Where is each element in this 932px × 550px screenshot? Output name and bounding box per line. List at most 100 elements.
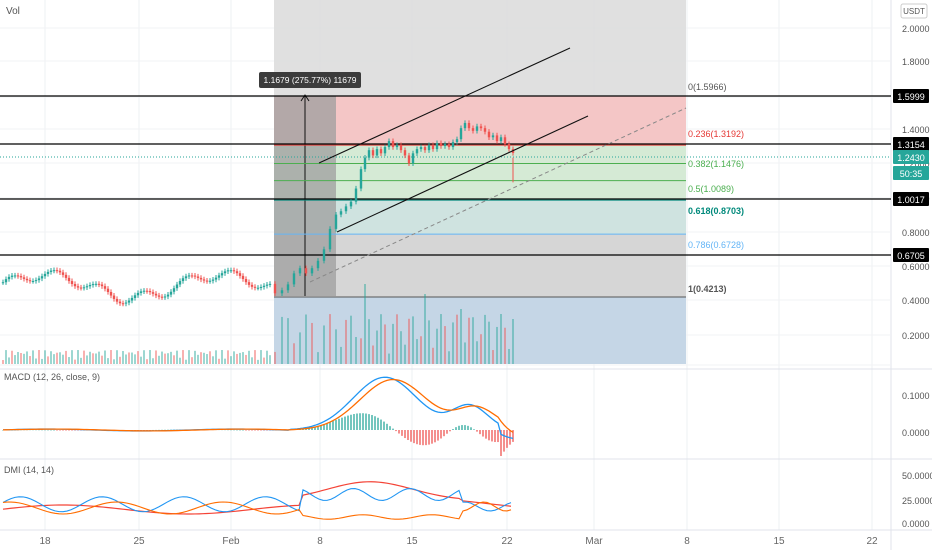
macd-hist-23 [71, 430, 73, 431]
candle-body-106 [363, 157, 367, 170]
candle-body-23 [70, 281, 74, 284]
candle-body-130 [459, 128, 463, 140]
price-badge-bg-1 [893, 137, 929, 151]
candle-body-83 [250, 284, 254, 287]
candle-body-95 [304, 268, 308, 274]
candle-body-78 [235, 271, 239, 274]
candle-body-15 [46, 271, 50, 274]
candle-body-34 [103, 286, 107, 289]
candle-body-46 [139, 291, 143, 293]
candle-body-49 [148, 291, 152, 293]
candle-body-129 [455, 139, 459, 143]
volume-bar-130 [460, 309, 462, 364]
price-tick-6: 0.6000 [902, 262, 930, 272]
measure-tooltip-bg [259, 72, 361, 88]
volume-bar-46 [140, 356, 142, 364]
volume-bar-131 [464, 342, 466, 364]
candle-body-128 [451, 142, 455, 148]
volume-bar-76 [230, 356, 232, 364]
macd-hist-133 [401, 430, 403, 436]
candle-body-0 [1, 282, 5, 284]
candle-body-53 [160, 296, 164, 298]
volume-bar-72 [218, 358, 220, 364]
volume-bar-126 [444, 326, 446, 364]
dmi-adx-line [2, 481, 512, 515]
volume-bar-87 [263, 357, 265, 364]
candle-body-22 [67, 277, 71, 282]
candle-body-29 [88, 285, 92, 287]
candle-body-90 [273, 283, 277, 294]
candle-body-89 [268, 283, 272, 285]
volume-bar-114 [396, 314, 398, 364]
macd-hist-84 [254, 430, 256, 431]
candle-body-38 [115, 298, 119, 302]
volume-bar-99 [329, 314, 331, 364]
volume-bar-107 [368, 319, 370, 364]
fib-label-1: 0.236(1.3192) [688, 129, 744, 139]
candle-body-35 [106, 288, 110, 292]
candle-body-68 [205, 280, 209, 282]
volume-bar-108 [372, 345, 374, 364]
dmi-tick-1: 25.0000 [902, 496, 932, 506]
macd-hist-19 [59, 430, 61, 431]
macd-hist-161 [485, 430, 487, 439]
volume-bar-142 [508, 348, 510, 364]
volume-bar-125 [440, 314, 442, 364]
volume-bar-57 [173, 355, 175, 364]
candle-body-135 [479, 126, 483, 129]
candle-body-84 [253, 286, 257, 288]
volume-bar-143 [512, 319, 514, 364]
volume-bar-79 [239, 352, 241, 364]
macd-hist-168 [506, 430, 508, 448]
volume-bar-73 [221, 350, 223, 364]
macd-hist-157 [473, 429, 475, 430]
x-tick-2: Feb [222, 536, 240, 547]
candle-body-4 [13, 275, 17, 277]
candle-body-41 [124, 302, 128, 304]
volume-bar-9 [29, 356, 31, 364]
volume-bar-92 [287, 318, 289, 364]
candle-body-127 [447, 144, 451, 148]
candle-body-16 [49, 270, 53, 272]
price-badge-4: 1.0017 [897, 195, 925, 205]
volume-bar-15 [47, 356, 49, 364]
candle-body-98 [322, 249, 326, 261]
x-tick-8: 15 [773, 536, 785, 547]
candle-body-87 [262, 285, 266, 287]
price-badge-bg-0 [893, 89, 929, 103]
volume-bar-8 [26, 351, 28, 364]
fib-label-6: 1(0.4213) [688, 284, 727, 294]
candle-body-59 [178, 281, 182, 285]
macd-hist-137 [413, 430, 415, 444]
candle-body-76 [229, 270, 233, 272]
candle-body-2 [7, 276, 11, 280]
volume-bar-132 [468, 317, 470, 364]
volume-bar-25 [77, 350, 79, 364]
candle-body-101 [339, 211, 343, 215]
macd-hist-170 [512, 430, 514, 442]
candle-body-12 [37, 278, 41, 281]
candle-body-74 [223, 271, 227, 274]
volume-bar-14 [44, 350, 46, 364]
volume-bar-121 [424, 294, 426, 364]
candle-body-28 [85, 286, 89, 288]
macd-hist-86 [260, 430, 262, 431]
volume-bar-47 [143, 350, 145, 364]
candle-body-13 [40, 276, 44, 279]
candle-body-39 [118, 301, 122, 304]
macd-hist-147 [443, 430, 445, 437]
candle-body-94 [298, 268, 302, 274]
price-badge-bg-5 [893, 248, 929, 262]
candle-body-122 [427, 145, 431, 151]
candle-body-19 [58, 270, 62, 273]
candle-body-40 [121, 303, 125, 305]
candle-body-73 [220, 273, 224, 276]
volume-bar-17 [53, 354, 55, 364]
macd-hist-132 [398, 430, 400, 434]
macd-hist-163 [491, 430, 493, 442]
macd-hist-120 [362, 413, 364, 430]
macd-hist-145 [437, 430, 439, 441]
candle-body-69 [208, 280, 212, 282]
